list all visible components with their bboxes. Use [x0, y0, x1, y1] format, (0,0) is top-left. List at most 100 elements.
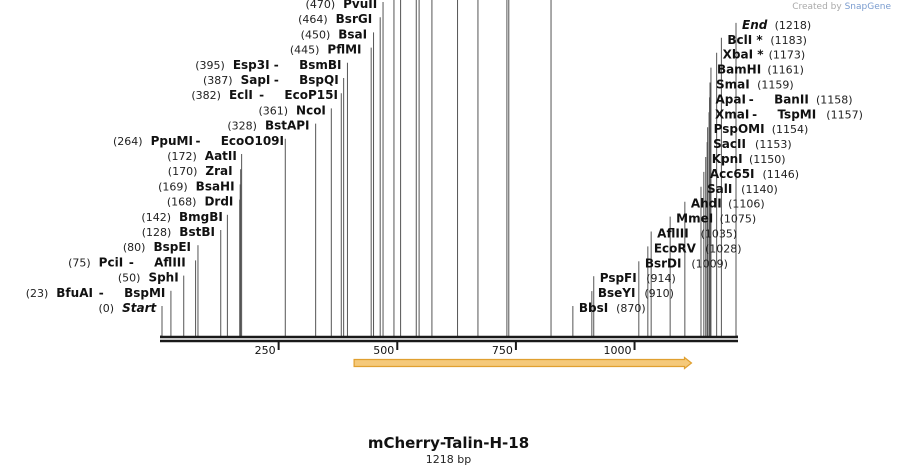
enzyme-label-bsrdi[interactable]: BsrDI	[645, 256, 682, 270]
enzyme-label-kpni[interactable]: KpnI	[712, 152, 743, 166]
enzyme-separator: -	[274, 58, 279, 72]
enzyme-label-bbsi[interactable]: BbsI	[579, 301, 608, 315]
enzyme-label-pcii[interactable]: PciI	[99, 255, 124, 269]
site-smai-position: (1159)	[757, 79, 794, 92]
site-zrai-position: (170)	[168, 165, 198, 178]
enzyme-label-tspmi[interactable]: TspMI	[777, 107, 816, 121]
site-xmai-position: (1157)	[826, 108, 863, 121]
enzyme-label-bsai[interactable]: BsaI	[338, 27, 367, 41]
site-pspomi-position: (1154)	[772, 123, 809, 136]
enzyme-label-sali[interactable]: SalI	[707, 182, 732, 196]
site-pcii-position: (75)	[68, 256, 91, 269]
enzyme-label-bcli[interactable]: BclI *	[727, 33, 763, 47]
site-aatii-position: (172)	[167, 150, 197, 163]
enzyme-label-bspmi[interactable]: BspMI	[124, 286, 165, 300]
enzyme-label-afliii[interactable]: AflIII	[154, 255, 186, 269]
site-sphi-position: (50)	[118, 272, 141, 285]
site-bspei-position: (80)	[123, 241, 146, 254]
enzyme-label-start[interactable]: Start	[122, 301, 157, 315]
site-bstapi-position: (328)	[227, 120, 257, 133]
enzyme-label-bmgbi[interactable]: BmgBI	[179, 210, 223, 224]
ruler-tick-label: 1000	[604, 344, 632, 357]
sequence-backbone	[160, 335, 738, 343]
enzyme-label-smai[interactable]: SmaI	[716, 78, 750, 92]
site-bcli-position: (1183)	[770, 34, 807, 47]
enzyme-separator: -	[274, 73, 279, 87]
site-end-position: (1218)	[775, 19, 812, 32]
enzyme-separator: -	[195, 134, 200, 148]
enzyme-label-apai[interactable]: ApaI	[716, 92, 746, 106]
enzyme-label-bamhi[interactable]: BamHI	[717, 63, 761, 77]
enzyme-label-acc65i[interactable]: Acc65I	[710, 167, 755, 181]
enzyme-label-bfuai[interactable]: BfuAI	[56, 286, 93, 300]
enzyme-label-aatii[interactable]: AatII	[205, 149, 237, 163]
site-bsrdi-position: (1009)	[691, 257, 728, 270]
feature-arrow-shape[interactable]	[353, 356, 693, 370]
enzyme-label-sacii[interactable]: SacII	[713, 137, 746, 151]
site-ecli-position: (382)	[191, 89, 221, 102]
site-bamhi-position: (1161)	[767, 64, 804, 77]
enzyme-label-esp3i[interactable]: Esp3I	[233, 58, 270, 72]
snapgene-logo: SnapGene	[844, 2, 891, 12]
enzyme-label-ecli[interactable]: EclI	[229, 88, 253, 102]
site-ncoi-position: (361)	[258, 104, 288, 117]
enzyme-label-end[interactable]: End	[742, 18, 768, 32]
site-pvuii-position: (470)	[306, 0, 336, 11]
enzyme-label-xbai[interactable]: XbaI *	[723, 48, 765, 62]
enzyme-label-ecorv[interactable]: EcoRV	[654, 241, 697, 255]
site-bmgbi-position: (142)	[141, 211, 171, 224]
construct-length: 1218 bp	[425, 453, 472, 466]
ruler: 250 500 750 1000	[255, 341, 636, 357]
enzyme-separator: -	[259, 88, 264, 102]
enzyme-label-ahdi[interactable]: AhdI	[691, 197, 722, 211]
enzyme-separator: -	[749, 92, 754, 106]
enzyme-label-sphi[interactable]: SphI	[148, 271, 178, 285]
site-bbsi-position: (870)	[616, 302, 646, 315]
enzyme-label-ecoo109i[interactable]: EcoO109I	[221, 134, 284, 148]
enzyme-label-mmei[interactable]: MmeI	[676, 212, 713, 226]
enzyme-separator: -	[752, 107, 757, 121]
enzyme-label-bsrgi[interactable]: BsrGI	[336, 12, 373, 26]
site-lines	[160, 0, 738, 337]
enzyme-label-ppumi[interactable]: PpuMI	[151, 134, 193, 148]
construct-name: mCherry-Talin-H-18	[367, 434, 530, 452]
enzyme-label-afliii[interactable]: AflIII	[657, 227, 689, 241]
ruler-tick-label: 500	[373, 344, 394, 357]
restriction-map: (0) Start(23) BfuAI - BspMI(50) SphI(75) PciI -…	[26, 0, 863, 370]
site-ecorv-position: (1028)	[705, 242, 742, 255]
enzyme-label-zrai[interactable]: ZraI	[205, 164, 232, 178]
site-bsrgi-position: (464)	[298, 13, 328, 26]
enzyme-label-drdi[interactable]: DrdI	[204, 195, 233, 209]
site-sapi-position: (387)	[203, 74, 233, 87]
site-sacii-position: (1153)	[755, 138, 792, 151]
enzyme-label-pvuii[interactable]: PvuII	[343, 0, 377, 11]
feature-arrow[interactable]	[353, 356, 693, 370]
ruler-tick-label: 250	[255, 344, 276, 357]
enzyme-label-bspqi[interactable]: BspQI	[299, 73, 339, 87]
site-drdi-position: (168)	[167, 196, 197, 209]
enzyme-label-bstbi[interactable]: BstBI	[179, 225, 215, 239]
enzyme-label-bsmbi[interactable]: BsmBI	[299, 58, 341, 72]
site-apai-position: (1158)	[816, 93, 853, 106]
enzyme-label-bstapi[interactable]: BstAPI	[265, 119, 310, 133]
snapgene-credit: Created by SnapGene	[792, 2, 891, 12]
enzyme-label-banii[interactable]: BanII	[774, 92, 809, 106]
enzyme-label-xmai[interactable]: XmaI	[715, 107, 749, 121]
enzyme-label-pflmi[interactable]: PflMI	[327, 43, 361, 57]
enzyme-label-ecop15i[interactable]: EcoP15I	[284, 88, 338, 102]
site-bstbi-position: (128)	[142, 226, 172, 239]
site-pspfi-position: (914)	[646, 272, 676, 285]
enzyme-label-ncoi[interactable]: NcoI	[296, 103, 326, 117]
enzyme-label-bsahi[interactable]: BsaHI	[196, 179, 235, 193]
site-sali-position: (1140)	[741, 183, 778, 196]
enzyme-label-bseyi[interactable]: BseYI	[598, 286, 636, 300]
site-afliii-position: (1035)	[701, 228, 738, 241]
enzyme-label-pspomi[interactable]: PspOMI	[714, 122, 765, 136]
ruler-tick-label: 750	[492, 344, 513, 357]
enzyme-label-sapi[interactable]: SapI	[241, 73, 271, 87]
site-ahdi-position: (1106)	[728, 198, 765, 211]
site-ppumi-position: (264)	[113, 135, 143, 148]
enzyme-label-pspfi[interactable]: PspFI	[600, 271, 637, 285]
enzyme-label-bspei[interactable]: BspEI	[153, 240, 191, 254]
site-bseyi-position: (910)	[644, 287, 674, 300]
